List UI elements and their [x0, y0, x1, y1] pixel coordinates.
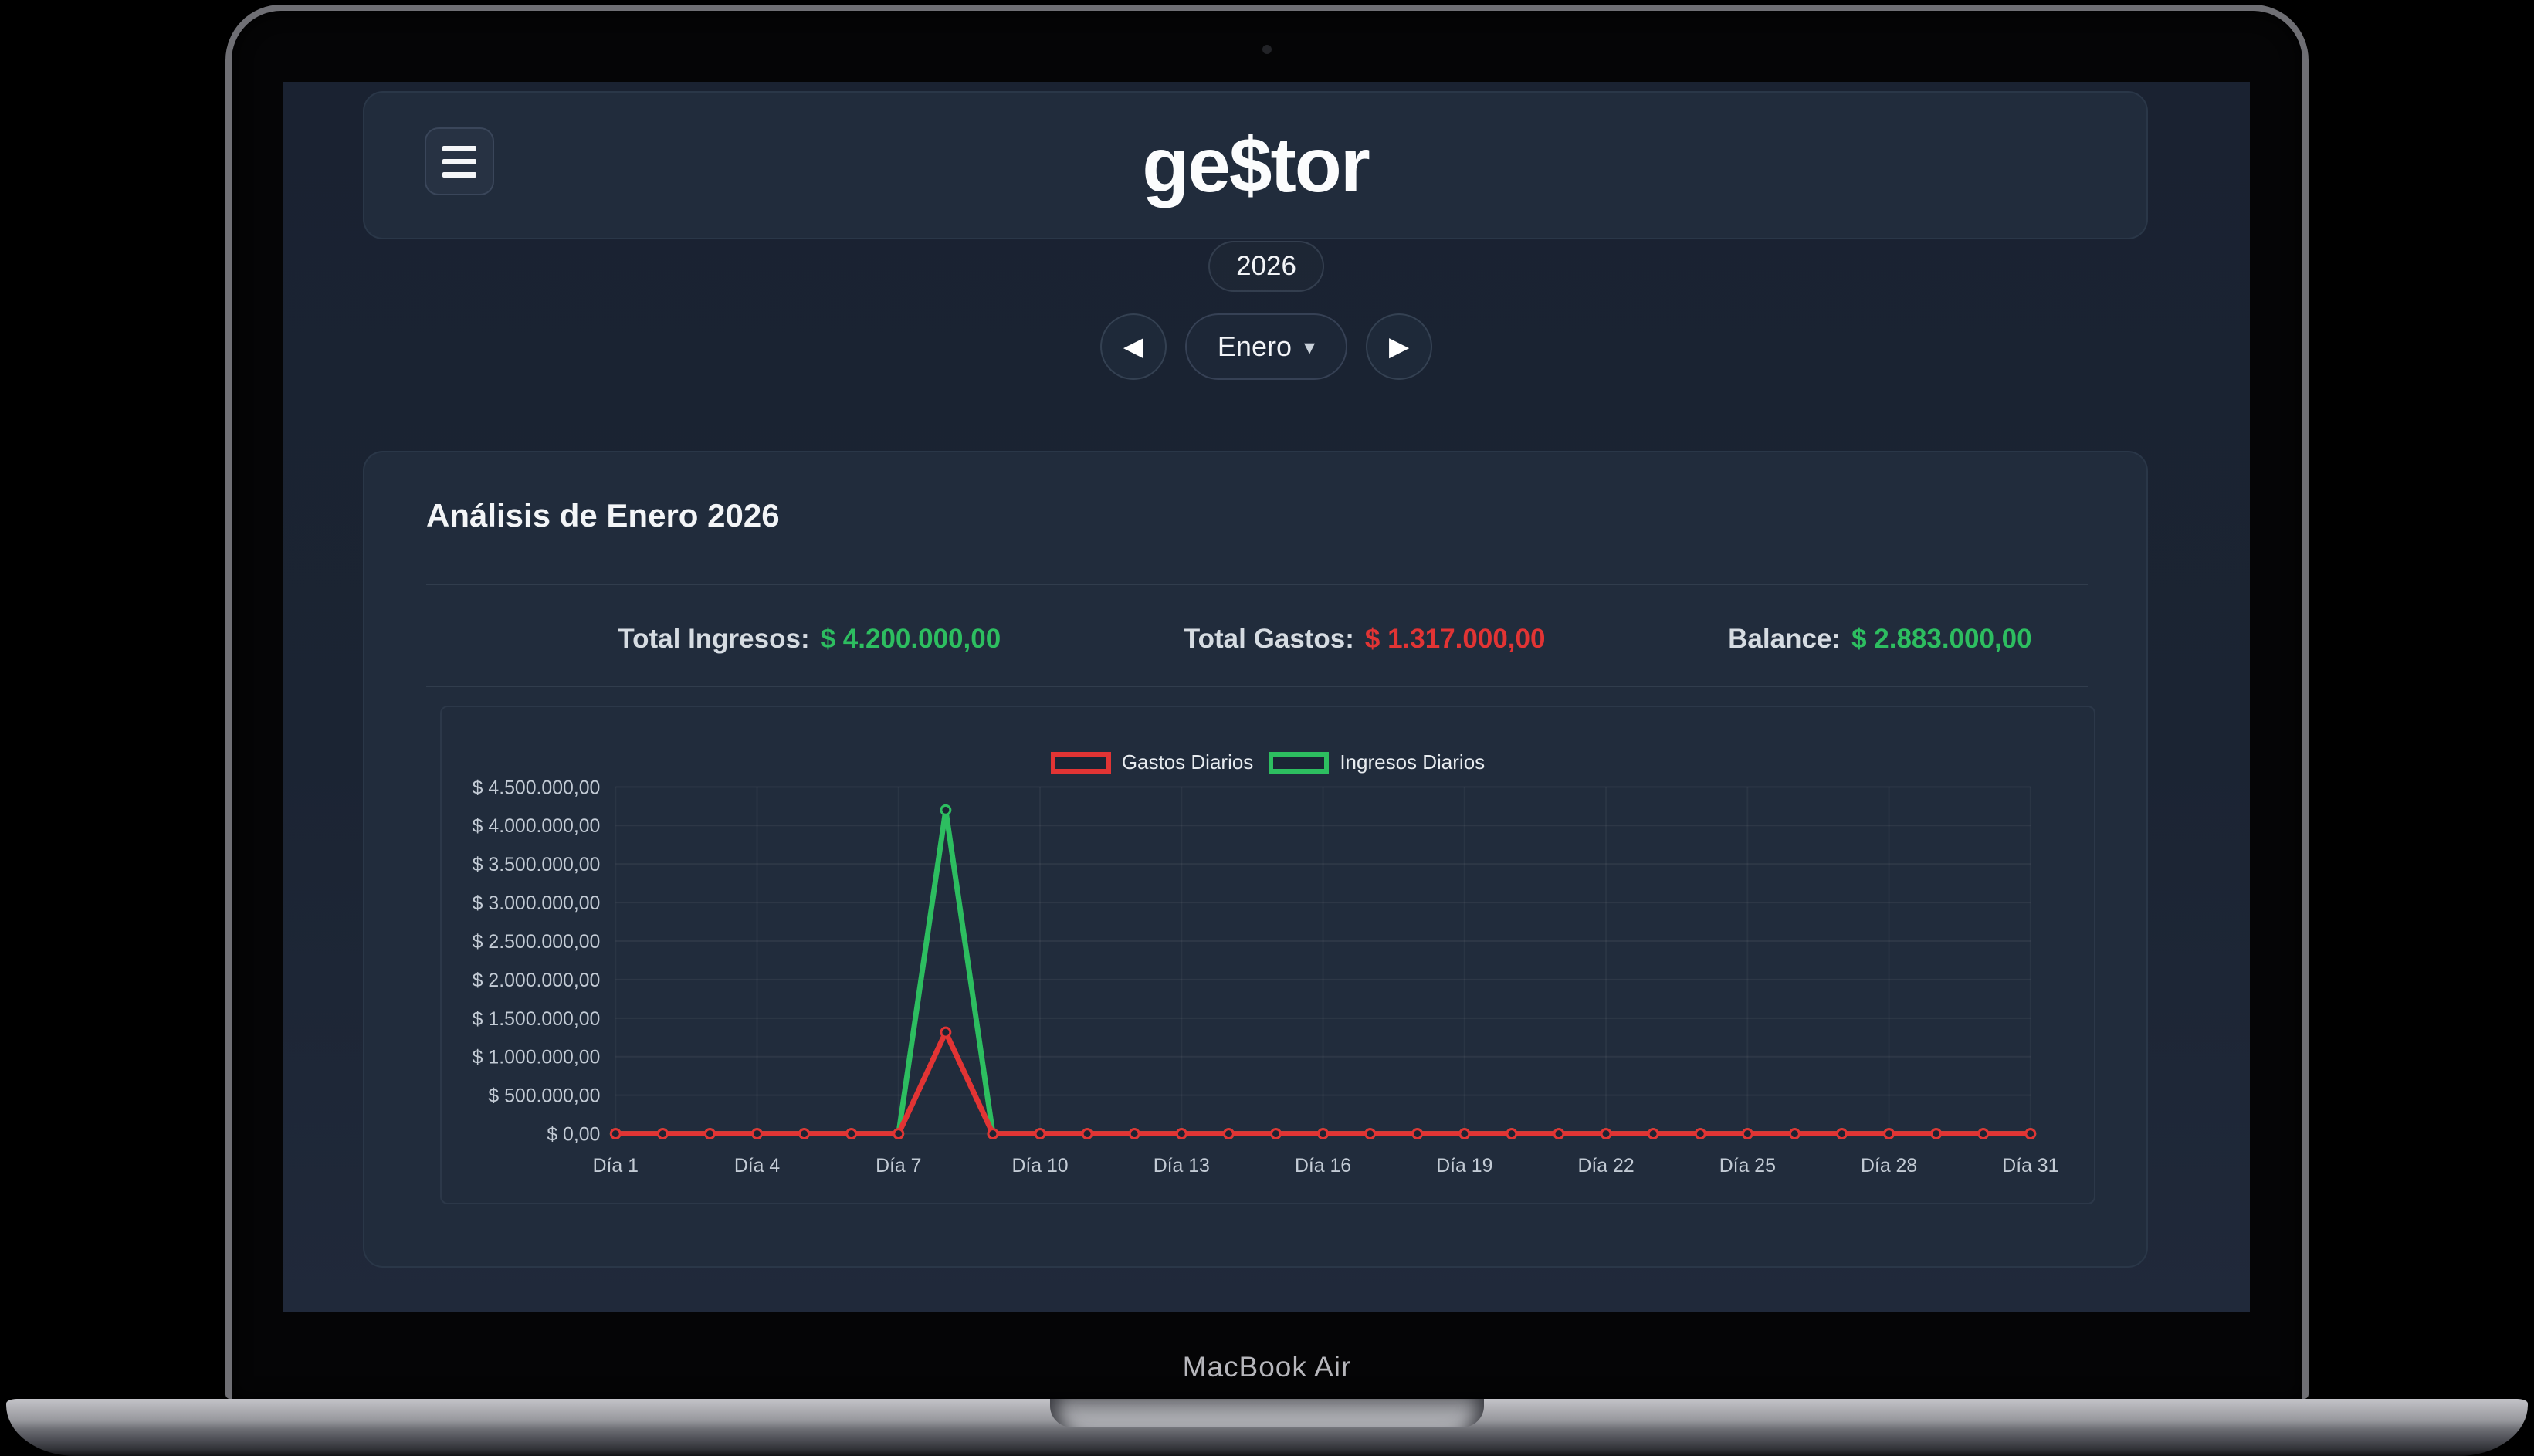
month-selector: ◀ Enero ▾ ▶ [283, 313, 2250, 380]
svg-text:$ 1.000.000,00: $ 1.000.000,00 [473, 1048, 601, 1068]
analysis-title: Análisis de Enero 2026 [426, 497, 780, 533]
svg-text:Día 4: Día 4 [734, 1156, 781, 1177]
year-badge[interactable]: 2026 [1208, 241, 1324, 292]
webcam-dot [1262, 45, 1272, 54]
svg-text:Día 31: Día 31 [2002, 1156, 2058, 1177]
svg-text:$ 3.500.000,00: $ 3.500.000,00 [473, 855, 601, 875]
monthly-line-chart: $ 0,00 $ 500.000,00 $ 1.000.000,00 $ 1.500.… [473, 777, 2059, 1177]
app-screen: ge$tor 2026 ◀ Enero ▾ ▶ Análisis de Ener… [283, 82, 2250, 1312]
chart-panel: $ 0,00 $ 500.000,00 $ 1.000.000,00 $ 1.500.… [440, 706, 2095, 1204]
legend-swatch-green [1269, 751, 1330, 774]
total-balance: Balance: $ 2.883.000,00 [1728, 624, 2032, 654]
svg-text:$ 4.000.000,00: $ 4.000.000,00 [473, 816, 601, 837]
legend-gastos[interactable]: Gastos Diarios [1050, 750, 1253, 774]
svg-text:Día 10: Día 10 [1011, 1156, 1068, 1177]
prev-month-button[interactable]: ◀ [1099, 313, 1167, 380]
right-arrow-icon: ▶ [1388, 332, 1410, 361]
svg-text:$ 2.500.000,00: $ 2.500.000,00 [473, 932, 601, 953]
svg-text:Día 22: Día 22 [1577, 1156, 1634, 1177]
svg-text:$ 1.500.000,00: $ 1.500.000,00 [473, 1009, 601, 1030]
svg-text:Día 16: Día 16 [1295, 1156, 1351, 1177]
legend-swatch-red [1050, 751, 1111, 774]
divider [426, 584, 2088, 585]
svg-text:$ 0,00: $ 0,00 [547, 1125, 600, 1146]
chart-legend: Gastos Diarios Ingresos Diarios [442, 750, 2094, 774]
svg-text:$ 3.000.000,00: $ 3.000.000,00 [473, 893, 601, 914]
total-ingresos: Total Ingresos: $ 4.200.000,00 [618, 624, 1001, 654]
left-arrow-icon: ◀ [1123, 332, 1143, 361]
svg-text:Día 7: Día 7 [876, 1156, 921, 1177]
svg-text:Día 1: Día 1 [593, 1156, 639, 1177]
svg-text:$ 500.000,00: $ 500.000,00 [488, 1086, 600, 1107]
divider [426, 686, 2088, 687]
macbook-lid-notch [1050, 1399, 1484, 1427]
svg-text:$ 4.500.000,00: $ 4.500.000,00 [473, 777, 601, 798]
month-dropdown[interactable]: Enero ▾ [1184, 313, 1348, 380]
svg-text:Día 19: Día 19 [1436, 1156, 1492, 1177]
hamburger-icon [442, 145, 476, 151]
chevron-down-icon: ▾ [1304, 334, 1316, 359]
svg-text:$ 2.000.000,00: $ 2.000.000,00 [473, 970, 601, 991]
totals-row: Total Ingresos: $ 4.200.000,00 Total Gas… [364, 604, 2146, 675]
year-row: 2026 [283, 241, 2250, 292]
month-label: Enero [1217, 330, 1292, 362]
macbook-air-label: MacBook Air [1182, 1351, 1352, 1383]
app-logo: ge$tor [1142, 121, 1370, 208]
app-header: ge$tor [363, 91, 2148, 239]
total-gastos: Total Gastos: $ 1.317.000,00 [1183, 624, 1546, 654]
next-month-button[interactable]: ▶ [1366, 313, 1433, 380]
legend-ingresos[interactable]: Ingresos Diarios [1269, 750, 1485, 774]
svg-text:Día 13: Día 13 [1154, 1156, 1210, 1177]
svg-text:Día 28: Día 28 [1861, 1156, 1917, 1177]
analysis-card: Análisis de Enero 2026 Total Ingresos: $… [363, 451, 2148, 1268]
svg-text:Día 25: Día 25 [1719, 1156, 1776, 1177]
menu-button[interactable] [425, 127, 494, 195]
